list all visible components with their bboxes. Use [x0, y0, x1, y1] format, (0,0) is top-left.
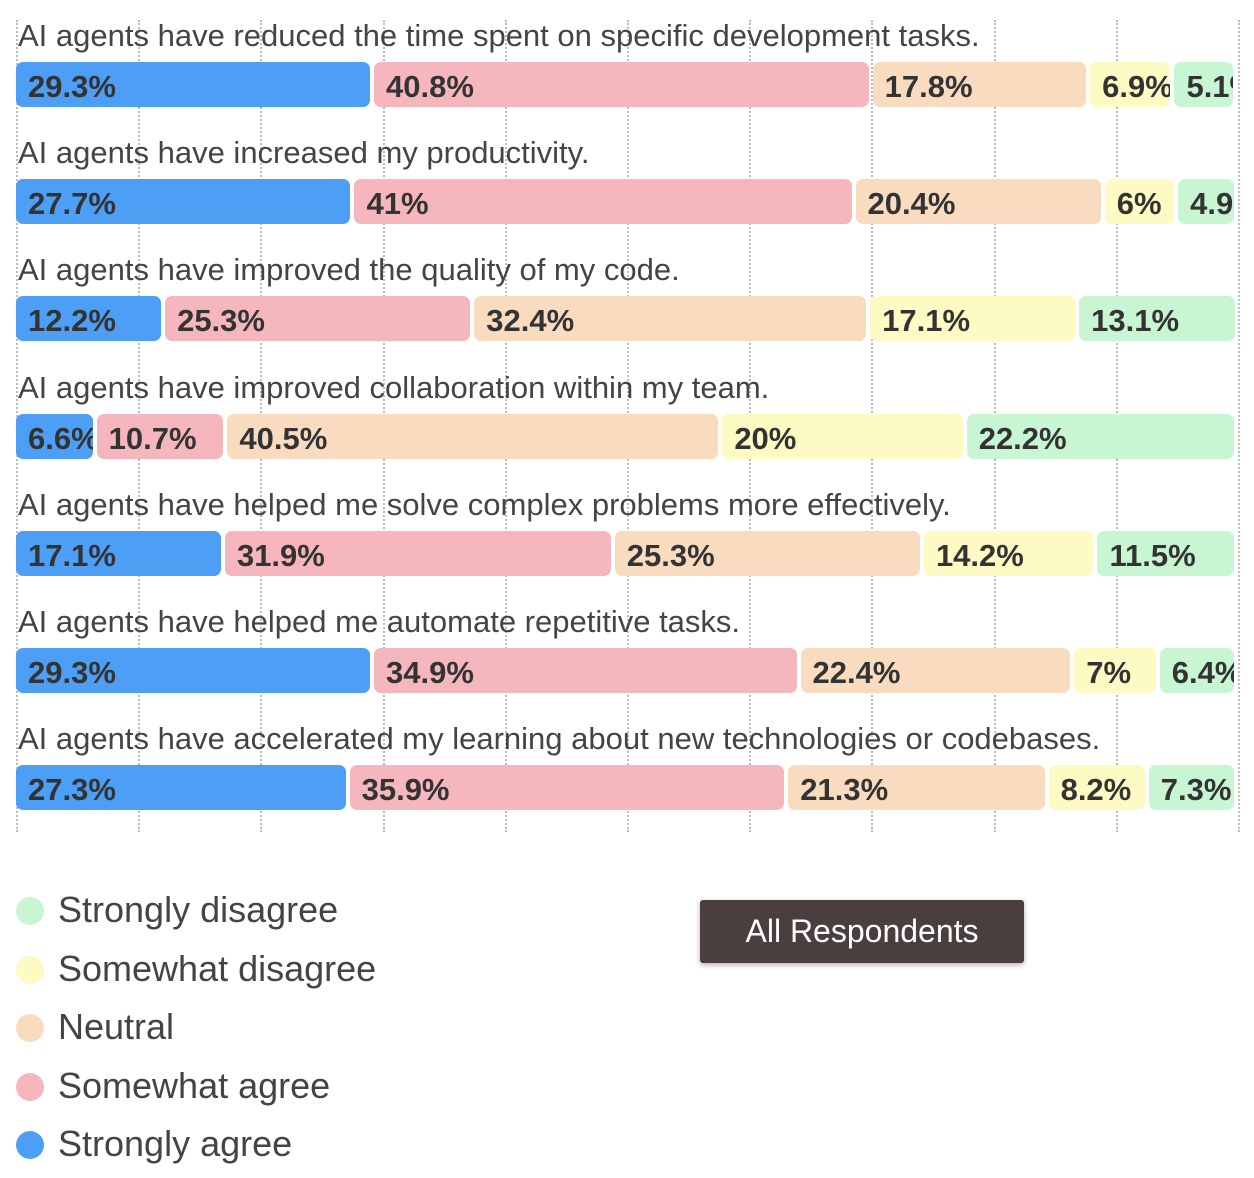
data-label: 6.6% — [28, 420, 93, 456]
data-label: 25.3% — [626, 537, 715, 573]
legend-item[interactable]: Strongly disagree — [12, 885, 512, 944]
data-label: 40.5% — [239, 420, 328, 456]
legend-dot-icon — [16, 897, 44, 925]
bar-segment[interactable]: 13.1% — [1079, 296, 1236, 342]
bar-segment[interactable]: 25.3% — [165, 296, 471, 342]
category-label: AI agents have increased my productivity… — [18, 135, 590, 171]
stacked-bar-chart: AI agents have reduced the time spent on… — [16, 18, 1240, 832]
bar-segment[interactable]: 14.2% — [923, 530, 1094, 576]
bar-segment[interactable]: 31.9% — [224, 530, 611, 576]
data-label: 40.8% — [386, 69, 474, 104]
data-label: 7% — [1086, 655, 1132, 690]
bar-segment[interactable]: 17.1% — [16, 530, 221, 576]
data-label: 27.3% — [28, 772, 116, 808]
bar-segment[interactable]: 6.6% — [16, 413, 93, 459]
data-label: 17.1% — [882, 303, 971, 339]
bar-segment[interactable]: 11.5% — [1097, 530, 1234, 576]
bar-segment[interactable]: 25.3% — [614, 530, 920, 576]
data-label: 5.1% — [1186, 69, 1232, 104]
category-label: AI agents have helped me solve complex p… — [18, 486, 951, 522]
legend-item[interactable]: Somewhat disagree — [12, 944, 512, 1003]
bar-segment[interactable]: 40.8% — [374, 62, 869, 107]
data-label: 31.9% — [236, 537, 325, 573]
bar-segment[interactable]: 5.1% — [1174, 62, 1233, 107]
bar-segment[interactable]: 29.3% — [16, 62, 371, 107]
gridline — [1238, 20, 1240, 832]
bar-segment[interactable]: 29.3% — [16, 648, 371, 693]
legend-label: Neutral — [58, 1006, 175, 1047]
bar-segment[interactable]: 32.4% — [474, 296, 867, 342]
bar-segment[interactable]: 10.7% — [96, 413, 224, 459]
data-label: 20.4% — [867, 186, 956, 222]
data-label: 12.2% — [28, 303, 116, 339]
bar-segment[interactable]: 17.1% — [870, 296, 1076, 342]
data-label: 32.4% — [486, 303, 575, 339]
legend: Strongly disagree Somewhat disagree Neutra… — [12, 885, 512, 1178]
category-label: AI agents have accelerated my learning a… — [18, 721, 1101, 757]
bar-segment[interactable]: 17.8% — [872, 62, 1087, 107]
data-label: 13.1% — [1091, 303, 1180, 339]
data-label: 22.2% — [978, 420, 1067, 456]
legend-item[interactable]: Neutral — [12, 1002, 512, 1061]
bar-segment[interactable]: 12.2% — [16, 296, 162, 342]
bar-segment[interactable]: 7.3% — [1148, 765, 1234, 811]
data-label: 25.3% — [177, 303, 265, 339]
bar-segment[interactable]: 22.4% — [800, 648, 1071, 693]
legend-dot-icon — [16, 955, 44, 984]
bar-segment[interactable]: 6.4% — [1159, 648, 1234, 693]
legend-dot-icon — [16, 1072, 44, 1101]
data-label: 20% — [734, 420, 797, 456]
data-label: 17.1% — [28, 537, 116, 573]
data-label: 6.9% — [1102, 69, 1171, 104]
data-label: 14.2% — [935, 537, 1024, 573]
legend-item[interactable]: Somewhat agree — [12, 1061, 512, 1120]
data-label: 17.8% — [884, 69, 973, 104]
data-label: 7.3% — [1160, 772, 1232, 808]
data-label: 27.7% — [28, 186, 116, 222]
bar-segment[interactable]: 20% — [722, 413, 963, 459]
data-label: 34.9% — [386, 655, 474, 690]
category-label: AI agents have improved collaboration wi… — [18, 369, 770, 405]
bar-segment[interactable]: 34.9% — [374, 648, 797, 693]
bar-segment[interactable]: 27.7% — [16, 179, 351, 225]
category-label: AI agents have improved the quality of m… — [18, 252, 680, 288]
legend-label: Strongly agree — [58, 1123, 293, 1164]
data-label: 22.4% — [812, 655, 901, 690]
legend-label: Somewhat disagree — [58, 947, 377, 989]
legend-dot-icon — [16, 1131, 44, 1159]
legend-dot-icon — [16, 1014, 44, 1042]
data-label: 29.3% — [28, 69, 116, 104]
data-label: 11.5% — [1109, 537, 1196, 573]
bar-segment[interactable]: 27.3% — [16, 765, 346, 811]
bar-segment[interactable]: 7% — [1074, 648, 1156, 693]
data-label: 29.3% — [28, 655, 116, 690]
data-label: 35.9% — [361, 772, 450, 808]
bar-segment[interactable]: 41% — [354, 179, 852, 225]
bar-segment[interactable]: 20.4% — [855, 179, 1101, 225]
data-label: 4.9% — [1190, 186, 1234, 222]
data-label: 8.2% — [1060, 772, 1132, 808]
legend-item[interactable]: Strongly agree — [12, 1119, 512, 1178]
category-label: AI agents have reduced the time spent on… — [18, 18, 980, 53]
bar-segment[interactable]: 8.2% — [1048, 765, 1145, 811]
data-label: 41% — [366, 186, 429, 222]
legend-label: Strongly disagree — [58, 889, 339, 930]
bar-segment[interactable]: 40.5% — [227, 413, 719, 459]
category-label: AI agents have helped me automate repeti… — [18, 604, 741, 639]
bar-segment[interactable]: 22.2% — [966, 413, 1234, 459]
bar-segment[interactable]: 35.9% — [349, 765, 785, 811]
data-label: 10.7% — [108, 420, 197, 456]
bar-segment[interactable]: 4.9% — [1178, 179, 1234, 225]
data-label: 6.4% — [1171, 655, 1234, 690]
bar-segment[interactable]: 21.3% — [788, 765, 1045, 811]
bar-segment[interactable]: 6.9% — [1090, 62, 1171, 107]
tooltip: All Respondents — [700, 900, 1024, 963]
data-label: 21.3% — [800, 772, 889, 808]
data-label: 6% — [1116, 186, 1162, 222]
bar-segment[interactable]: 6% — [1104, 179, 1175, 225]
legend-label: Somewhat agree — [58, 1064, 331, 1106]
